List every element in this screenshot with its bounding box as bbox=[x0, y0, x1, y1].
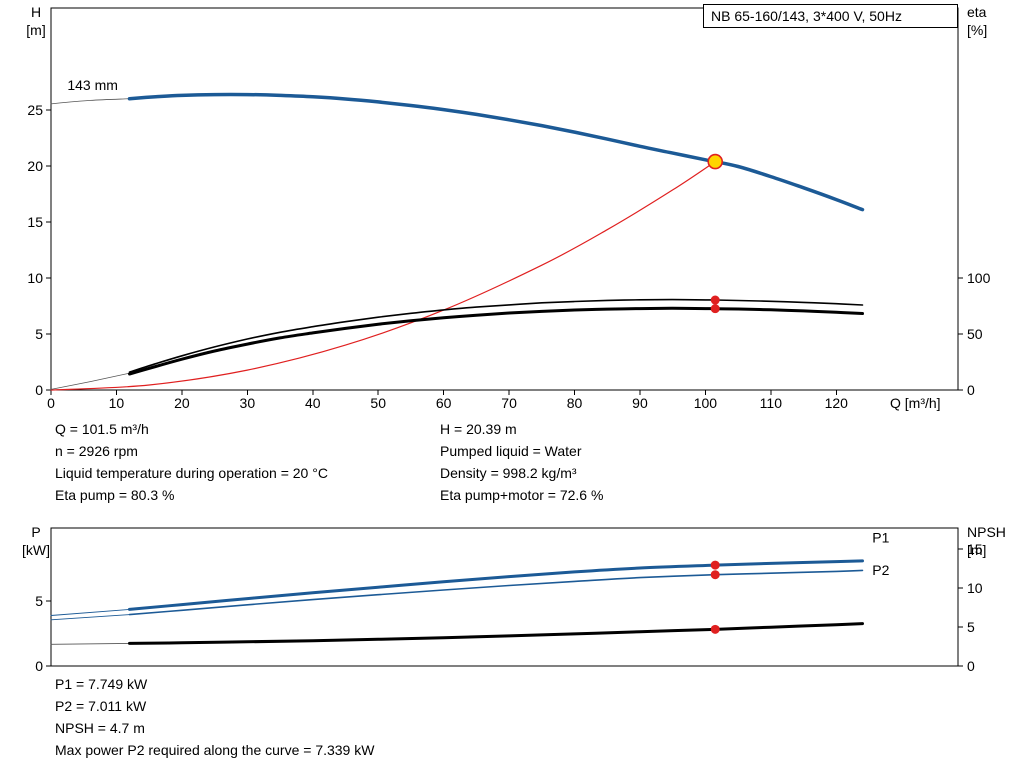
eta-pump-motor-curve bbox=[128, 306, 864, 376]
p2-curve-label: P2 bbox=[872, 562, 889, 578]
flow-value: Q = 101.5 m³/h bbox=[55, 421, 149, 437]
eta-curve-extension bbox=[50, 372, 130, 390]
power-info-column: P1 = 7.749 kW P2 = 7.011 kW NPSH = 4.7 m… bbox=[55, 673, 374, 761]
eta-pump-curve bbox=[128, 298, 864, 373]
y-right-tick-label: 10 bbox=[967, 580, 983, 596]
x-tick-label: 90 bbox=[632, 395, 648, 411]
x-tick-label: 30 bbox=[240, 395, 256, 411]
x-tick-label: 100 bbox=[694, 395, 718, 411]
y-right-tick-label: 50 bbox=[967, 326, 983, 342]
p1-curve bbox=[128, 559, 864, 611]
y-right-tick-label: 15 bbox=[967, 541, 983, 557]
x-tick-label: 110 bbox=[760, 395, 783, 411]
y-right-tick-label: 100 bbox=[967, 270, 991, 286]
y-left-tick-label: 0 bbox=[35, 658, 43, 674]
x-tick-label: 60 bbox=[436, 395, 452, 411]
p1-curve-label: P1 bbox=[872, 529, 889, 545]
density-value: Density = 998.2 kg/m³ bbox=[440, 465, 577, 481]
y-right-tick-label: 0 bbox=[967, 658, 975, 674]
y-right-axis-title: NPSH bbox=[967, 524, 1006, 540]
pump-model-box: NB 65-160/143, 3*400 V, 50Hz bbox=[703, 4, 958, 28]
x-tick-label: 10 bbox=[109, 395, 125, 411]
p1-curve-extension bbox=[50, 608, 130, 616]
power-npsh-chart-frame bbox=[50, 527, 959, 667]
x-tick-label: 70 bbox=[501, 395, 517, 411]
duty-point-marker[interactable] bbox=[707, 153, 724, 170]
y-right-tick-label: 0 bbox=[967, 382, 975, 398]
y-left-tick-label: 5 bbox=[35, 593, 43, 609]
system-curve bbox=[50, 161, 716, 391]
p2-value: P2 = 7.011 kW bbox=[55, 698, 147, 714]
eta-pump-motor-dot bbox=[710, 304, 720, 314]
x-tick-label: 120 bbox=[825, 395, 849, 411]
y-left-tick-label: 10 bbox=[27, 270, 43, 286]
speed-value: n = 2926 rpm bbox=[55, 443, 138, 459]
npsh-curve-extension bbox=[50, 643, 130, 645]
y-right-axis-unit: [%] bbox=[967, 22, 987, 38]
qh-curve-143mm bbox=[127, 92, 865, 212]
p2-curve bbox=[128, 569, 864, 616]
npsh-dot bbox=[710, 624, 720, 634]
impeller-diameter-label: 143 mm bbox=[67, 77, 118, 93]
p1-value: P1 = 7.749 kW bbox=[55, 676, 148, 692]
npsh-value: NPSH = 4.7 m bbox=[55, 720, 145, 736]
y-left-tick-label: 20 bbox=[27, 158, 43, 174]
y-left-tick-label: 15 bbox=[27, 214, 43, 230]
y-left-axis-unit: [kW] bbox=[22, 542, 50, 558]
p1-dot bbox=[710, 560, 720, 570]
y-left-axis-title: P bbox=[31, 524, 40, 540]
x-tick-label: 0 bbox=[47, 395, 55, 411]
qh-eta-chart-frame bbox=[50, 7, 959, 391]
head-value: H = 20.39 m bbox=[440, 421, 517, 437]
y-left-axis-title: H bbox=[31, 4, 41, 20]
y-right-axis-title: eta bbox=[967, 4, 987, 20]
x-tick-label: 40 bbox=[305, 395, 321, 411]
max-power-value: Max power P2 required along the curve = … bbox=[55, 742, 375, 758]
x-tick-label: 20 bbox=[174, 395, 190, 411]
duty-info-left-column: Q = 101.5 m³/h n = 2926 rpm Liquid tempe… bbox=[55, 418, 328, 506]
qh-curve-extension bbox=[50, 98, 130, 105]
liquid-temperature-value: Liquid temperature during operation = 20… bbox=[55, 465, 328, 481]
x-axis-title: Q [m³/h] bbox=[890, 395, 941, 411]
x-tick-label: 50 bbox=[370, 395, 386, 411]
y-right-axis-unit: [m] bbox=[967, 542, 986, 558]
pumped-liquid-value: Pumped liquid = Water bbox=[440, 443, 582, 459]
duty-info-right-column: H = 20.39 m Pumped liquid = Water Densit… bbox=[440, 418, 603, 506]
x-tick-label: 80 bbox=[567, 395, 583, 411]
y-left-tick-label: 0 bbox=[35, 382, 43, 398]
p2-curve-extension bbox=[50, 614, 130, 621]
eta-pump-value: Eta pump = 80.3 % bbox=[55, 487, 175, 503]
eta-pump-dot bbox=[710, 295, 720, 305]
eta-pump-motor-value: Eta pump+motor = 72.6 % bbox=[440, 487, 604, 503]
y-left-tick-label: 5 bbox=[35, 326, 43, 342]
npsh-curve bbox=[128, 622, 864, 645]
p2-dot bbox=[710, 570, 720, 580]
y-left-axis-unit: [m] bbox=[26, 22, 45, 38]
y-left-tick-label: 25 bbox=[27, 102, 43, 118]
y-right-tick-label: 5 bbox=[967, 619, 975, 635]
